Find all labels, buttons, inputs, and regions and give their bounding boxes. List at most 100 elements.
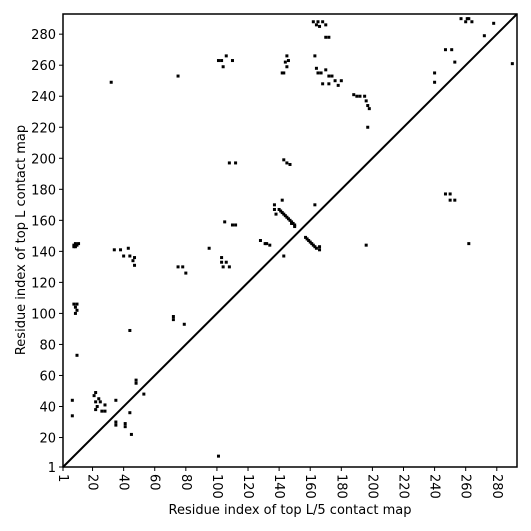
- contact-point: [448, 198, 452, 202]
- contact-point: [73, 305, 77, 309]
- contact-point: [75, 243, 79, 247]
- contact-point: [279, 209, 283, 213]
- contact-point: [319, 71, 323, 75]
- contact-point: [274, 212, 278, 216]
- contact-point: [134, 378, 138, 382]
- contact-point: [73, 311, 77, 315]
- contact-point: [103, 409, 107, 413]
- contact-point: [272, 207, 276, 211]
- contact-point: [308, 240, 312, 244]
- contact-point: [352, 93, 356, 97]
- y-tick-label: 100: [31, 307, 56, 322]
- contact-point: [100, 409, 104, 413]
- contact-point: [131, 259, 135, 263]
- contact-point: [70, 398, 74, 402]
- contact-point: [184, 271, 188, 275]
- contact-point: [285, 65, 289, 69]
- contact-point: [133, 263, 137, 267]
- y-tick-label: 40: [39, 400, 56, 415]
- contact-point: [453, 60, 457, 64]
- contact-point: [355, 94, 359, 98]
- contact-point: [171, 318, 175, 322]
- contact-point: [318, 24, 322, 28]
- contact-point: [459, 17, 463, 21]
- contact-point: [224, 260, 228, 264]
- contact-point: [216, 454, 220, 458]
- contact-point: [263, 242, 267, 246]
- contact-point: [314, 66, 318, 70]
- contact-point: [123, 422, 127, 426]
- contact-point: [112, 248, 116, 252]
- contact-point: [75, 308, 79, 312]
- x-tick-label: 40: [116, 474, 131, 491]
- contact-point: [133, 256, 137, 260]
- contact-point: [114, 398, 118, 402]
- x-tick-label: 260: [458, 474, 473, 499]
- contact-point: [453, 198, 457, 202]
- contact-point: [327, 35, 331, 39]
- contact-point: [311, 20, 315, 24]
- x-tick-label: 180: [333, 474, 348, 499]
- contact-point: [366, 125, 370, 129]
- contact-point: [330, 74, 334, 78]
- contact-point: [280, 71, 284, 75]
- x-tick-label: 220: [396, 474, 411, 499]
- x-tick-label: 20: [85, 474, 100, 491]
- contact-point: [285, 54, 289, 58]
- contact-point: [492, 21, 496, 25]
- contact-point: [288, 162, 292, 166]
- contact-point: [75, 302, 79, 306]
- contact-point: [114, 420, 118, 424]
- contact-point: [94, 400, 98, 404]
- contact-point: [313, 203, 317, 207]
- contact-point: [128, 328, 132, 332]
- contact-point: [75, 353, 79, 357]
- contact-point: [265, 242, 269, 246]
- y-tick-label: 160: [31, 214, 56, 229]
- y-tick-label: 260: [31, 59, 56, 74]
- contact-point: [467, 242, 471, 246]
- contact-point: [73, 242, 77, 246]
- contact-point: [464, 20, 468, 24]
- contact-point: [176, 74, 180, 78]
- contact-point: [92, 394, 96, 398]
- contact-point: [321, 20, 325, 24]
- contact-point: [234, 161, 238, 165]
- contact-point: [114, 423, 118, 427]
- x-tick-label: 120: [240, 474, 255, 499]
- contact-point: [234, 223, 238, 227]
- contact-point: [221, 265, 225, 269]
- contact-point: [123, 425, 127, 429]
- contact-point: [207, 246, 211, 250]
- contact-point: [448, 192, 452, 196]
- contact-point: [94, 391, 98, 395]
- contact-point: [313, 245, 317, 249]
- contact-point: [333, 79, 337, 83]
- contact-point: [327, 74, 331, 78]
- contact-point: [224, 54, 228, 58]
- contact-point: [122, 254, 126, 258]
- contact-point: [443, 192, 447, 196]
- contact-point: [313, 54, 317, 58]
- contact-point: [282, 254, 286, 258]
- contact-point: [128, 254, 132, 258]
- contact-point: [290, 220, 294, 224]
- contact-point: [364, 99, 368, 103]
- y-tick-label: 180: [31, 183, 56, 198]
- contact-point: [283, 214, 287, 218]
- contact-point: [283, 60, 287, 64]
- contact-point: [367, 107, 371, 111]
- x-tick-label: 280: [489, 474, 504, 499]
- contact-point: [134, 381, 138, 385]
- contact-point: [268, 243, 272, 247]
- contact-point: [293, 223, 297, 227]
- contact-point: [128, 411, 132, 415]
- contact-point: [227, 161, 231, 165]
- contact-point: [467, 17, 471, 21]
- contact-point: [336, 83, 340, 87]
- contact-point: [285, 161, 289, 165]
- contact-point: [288, 218, 292, 222]
- x-tick-label: 60: [147, 474, 162, 491]
- plot-frame: [62, 13, 518, 468]
